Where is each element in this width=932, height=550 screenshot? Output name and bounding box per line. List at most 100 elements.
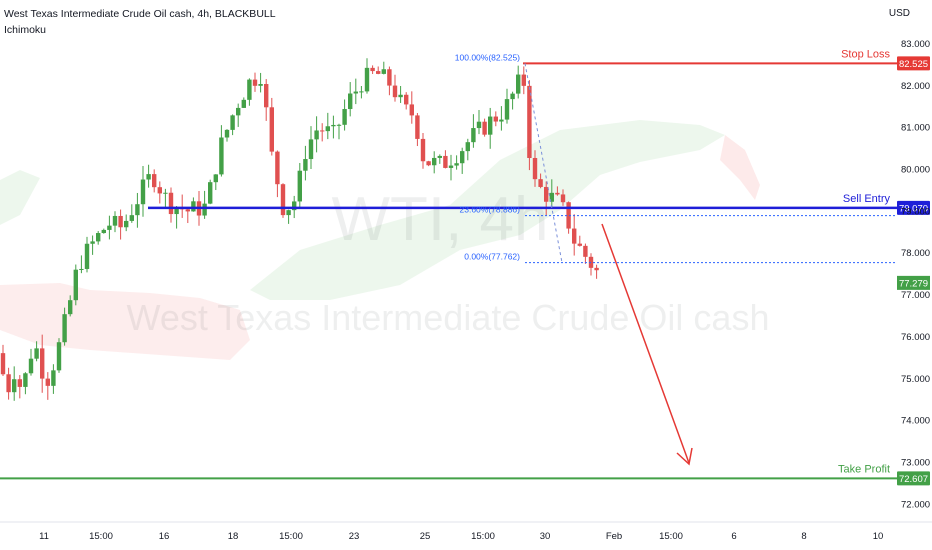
candle-body xyxy=(213,174,218,183)
candle-body xyxy=(73,269,78,301)
candle-body xyxy=(404,94,409,105)
candle-body xyxy=(437,155,442,158)
fib-group: 100.00%(82.525) 23.60%(78.886) 0.00%(77.76… xyxy=(455,52,897,264)
candle-body xyxy=(314,130,319,140)
x-tick-label: 10 xyxy=(873,531,884,542)
price-tag: 79.070 xyxy=(899,203,928,214)
candle-body xyxy=(23,373,28,387)
x-tick-label: 16 xyxy=(159,531,170,542)
candle-body xyxy=(51,370,56,386)
y-tick-label: 76.000 xyxy=(901,332,930,343)
candle-body xyxy=(342,109,347,125)
candle-body xyxy=(577,243,582,246)
x-tick-label: 8 xyxy=(801,531,806,542)
candle-body xyxy=(308,139,314,160)
y-tick-label: 80.000 xyxy=(901,165,930,176)
candle-body xyxy=(202,203,207,216)
x-tick-label: Feb xyxy=(606,531,622,542)
x-tick-label: 25 xyxy=(420,531,431,542)
candle-body xyxy=(6,374,11,393)
candle-body xyxy=(219,137,224,175)
watermark-symbol: WTI, 4h xyxy=(331,185,548,254)
candle-body xyxy=(594,267,599,271)
candle-body xyxy=(538,179,543,187)
candle-body xyxy=(90,241,95,244)
candle-body xyxy=(348,93,353,110)
candle-body xyxy=(544,186,549,202)
candle-body xyxy=(415,115,420,139)
fib-trendline xyxy=(524,63,563,263)
candle-body xyxy=(40,348,45,379)
x-tick-label: 15:00 xyxy=(279,531,303,542)
candle-body xyxy=(258,84,263,86)
candle-body xyxy=(376,71,381,74)
candle-body xyxy=(504,99,510,120)
candle-body xyxy=(353,91,358,94)
candle-body xyxy=(465,142,470,152)
candle-body xyxy=(68,300,73,315)
cloud-green-mid xyxy=(250,120,725,300)
candle-body xyxy=(79,268,84,270)
price-tag: 72.607 xyxy=(899,474,928,485)
price-tag: 82.525 xyxy=(899,59,928,70)
candle-body xyxy=(157,187,162,194)
indicator-label[interactable]: Ichimoku xyxy=(4,24,47,36)
candle-body xyxy=(303,159,308,171)
candle-body xyxy=(482,121,487,135)
y-tick-label: 74.000 xyxy=(901,416,930,427)
candle-body xyxy=(392,85,398,98)
candle-body xyxy=(443,155,448,168)
y-tick-label: 78.000 xyxy=(901,248,930,259)
candle-body xyxy=(516,74,521,94)
candle-body xyxy=(224,129,230,138)
y-tick-label: 83.000 xyxy=(901,39,930,50)
candle-body xyxy=(560,194,566,203)
candle-body xyxy=(185,209,190,212)
candle-body xyxy=(398,94,403,98)
candle-body xyxy=(163,192,168,194)
candle-body xyxy=(112,215,118,226)
y-tick-label: 73.000 xyxy=(901,457,930,468)
x-tick-label: 15:00 xyxy=(659,531,683,542)
candle-body xyxy=(583,245,588,257)
candle-body xyxy=(17,379,22,387)
candle-body xyxy=(241,99,246,108)
y-tick-label: 81.000 xyxy=(901,123,930,134)
price-tag-bg xyxy=(897,471,930,486)
candle-body xyxy=(286,210,291,216)
candle-body xyxy=(280,184,286,216)
y-tick-label: 82.000 xyxy=(901,81,930,92)
candle-body xyxy=(359,91,364,93)
candle-body xyxy=(174,207,179,215)
candle-body xyxy=(549,192,554,202)
candle-body xyxy=(140,179,146,205)
candle-body xyxy=(499,119,504,122)
fib-label: 100.00%(82.525) xyxy=(455,52,520,62)
candle-body xyxy=(96,233,101,242)
fib-label: 23.60%(78.886) xyxy=(460,205,521,215)
candle-body xyxy=(269,107,274,152)
x-tick-label: 6 xyxy=(731,531,736,542)
candle-body xyxy=(247,79,252,100)
candle-body xyxy=(532,157,538,180)
chart-title: West Texas Intermediate Crude Oil cash, … xyxy=(4,8,276,20)
candle-body xyxy=(264,84,269,108)
y-axis: 72.000 73.000 74.000 75.000 76.000 77.000 78.0… xyxy=(901,39,930,510)
candle-body xyxy=(370,67,375,72)
candle-body xyxy=(454,163,459,166)
candle-body xyxy=(325,126,330,132)
candle-body xyxy=(488,116,493,135)
candle-body xyxy=(448,165,454,168)
candle-body xyxy=(0,353,6,375)
candle-body xyxy=(521,74,526,86)
x-tick-label: 30 xyxy=(540,531,551,542)
y-tick-label: 75.000 xyxy=(901,374,930,385)
candle-body xyxy=(420,138,426,162)
candle-body xyxy=(493,116,498,122)
levels-group: Stop Loss 82.525 Sell Entry 79.070 Take Prof… xyxy=(0,48,930,486)
candle-body xyxy=(56,342,62,371)
candle-body xyxy=(555,192,560,195)
x-tick-label: 18 xyxy=(228,531,239,542)
candle-body xyxy=(275,151,280,185)
